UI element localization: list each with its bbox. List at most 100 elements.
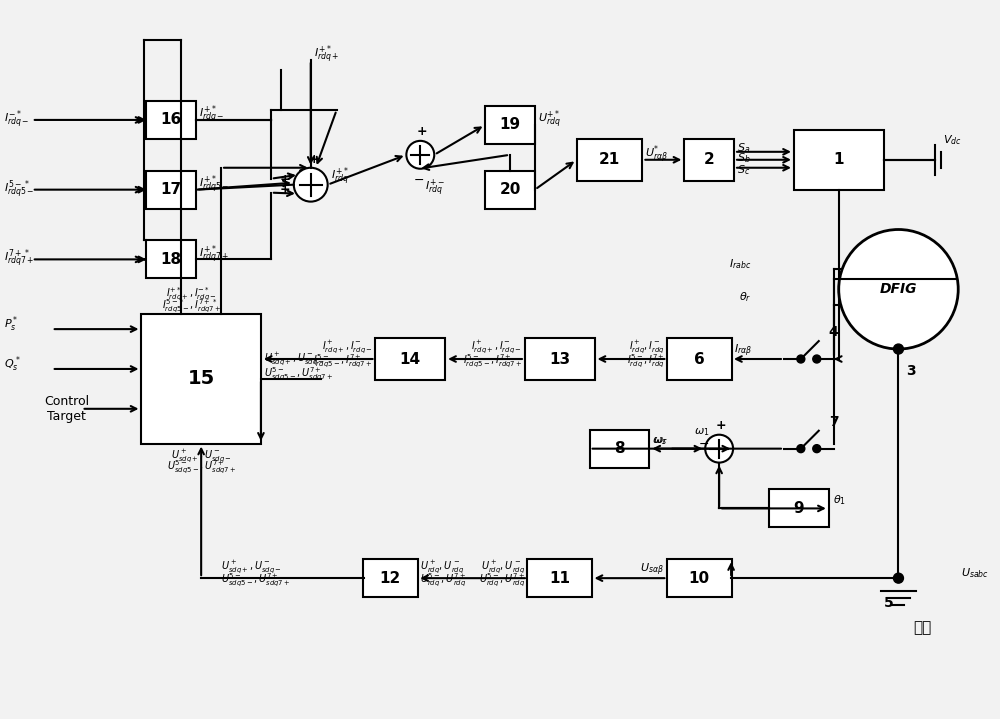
Text: 17: 17	[161, 182, 182, 197]
Bar	[146, 101, 196, 139]
Text: $Q^*_s$: $Q^*_s$	[4, 354, 21, 374]
Text: +: +	[716, 418, 726, 431]
Text: 9: 9	[794, 501, 804, 516]
Bar	[141, 314, 261, 444]
Text: $U^+_{rdq},U^-_{rdq}$: $U^+_{rdq},U^-_{rdq}$	[420, 558, 465, 574]
Bar	[146, 170, 196, 209]
Text: $I^+_{rdq+},I^-_{rdq-}$: $I^+_{rdq+},I^-_{rdq-}$	[471, 339, 522, 355]
Bar	[485, 106, 535, 144]
Text: $I^{5-*}_{rdq5-},I^{7+*}_{rdq7+}$: $I^{5-*}_{rdq5-},I^{7+*}_{rdq7+}$	[162, 298, 221, 315]
Bar	[590, 430, 649, 467]
Bar	[146, 240, 196, 278]
Text: $I^+_{rdq+},I^-_{rdq-}$: $I^+_{rdq+},I^-_{rdq-}$	[322, 339, 372, 355]
Text: 20: 20	[499, 182, 521, 197]
Text: $I^{-*}_{rdq-}$: $I^{-*}_{rdq-}$	[4, 109, 29, 131]
Text: $I^{5-}_{rdq5-},I^{7+}_{rdq7+}$: $I^{5-}_{rdq5-},I^{7+}_{rdq7+}$	[313, 352, 372, 370]
Bar	[527, 559, 592, 597]
Text: $U_{s\alpha\beta}$: $U_{s\alpha\beta}$	[640, 562, 664, 578]
Text: $I^{+*}_{rdq-}$: $I^{+*}_{rdq-}$	[199, 104, 225, 126]
Text: $-$: $-$	[698, 437, 709, 450]
Text: 4: 4	[829, 325, 838, 339]
Text: 12: 12	[380, 571, 401, 586]
Circle shape	[893, 573, 903, 583]
Text: $S_c$: $S_c$	[737, 162, 750, 177]
Text: $U^+_{sdq+},U^-_{sdq-}$: $U^+_{sdq+},U^-_{sdq-}$	[221, 558, 282, 574]
Text: $I_{rabc}$: $I_{rabc}$	[729, 257, 751, 271]
Circle shape	[705, 435, 733, 462]
Text: +: +	[279, 173, 290, 186]
Text: +: +	[417, 125, 428, 138]
Text: $P^*_s$: $P^*_s$	[4, 314, 19, 334]
Text: Control
Target: Control Target	[44, 395, 89, 423]
Text: $S_b$: $S_b$	[737, 151, 751, 165]
Text: $U^{5-}_{sdq5-},U^{7+}_{sdq7+}$: $U^{5-}_{sdq5-},U^{7+}_{sdq7+}$	[167, 459, 236, 476]
Text: $U^+_{rdq},U^-_{rdq}$: $U^+_{rdq},U^-_{rdq}$	[481, 558, 525, 574]
Text: DFIG: DFIG	[880, 283, 917, 296]
Text: $U^{5-}_{sdq5-},U^{7+}_{sdq7+}$: $U^{5-}_{sdq5-},U^{7+}_{sdq7+}$	[221, 572, 290, 589]
Text: $U^{+*}_{rdq}$: $U^{+*}_{rdq}$	[538, 109, 561, 131]
Bar	[375, 338, 445, 380]
Bar	[577, 139, 642, 180]
Text: $I^{+-}_{rdq}$: $I^{+-}_{rdq}$	[425, 177, 445, 198]
Text: 5: 5	[884, 596, 893, 610]
Text: 16: 16	[161, 112, 182, 127]
Bar	[363, 559, 418, 597]
Text: +: +	[279, 183, 290, 196]
Bar	[667, 338, 732, 380]
Text: 19: 19	[499, 117, 521, 132]
Text: 8: 8	[614, 441, 625, 456]
Text: $I^{5-*}_{rdq5-}$: $I^{5-*}_{rdq5-}$	[4, 178, 34, 201]
Circle shape	[406, 141, 434, 169]
Text: $I^{5-}_{rdq},I^{7+}_{rdq}$: $I^{5-}_{rdq},I^{7+}_{rdq}$	[627, 352, 664, 370]
Text: $I^{5-}_{rdq5-},I^{7+}_{rdq7+}$: $I^{5-}_{rdq5-},I^{7+}_{rdq7+}$	[463, 352, 522, 370]
Bar	[769, 490, 829, 527]
Text: $I^{+*}_{rdq+}$: $I^{+*}_{rdq+}$	[314, 44, 339, 66]
Circle shape	[294, 168, 328, 201]
Text: $U^+_{sdq+},U^-_{sdq-}$: $U^+_{sdq+},U^-_{sdq-}$	[171, 447, 232, 464]
Text: 电网: 电网	[913, 620, 932, 636]
Text: 1: 1	[833, 152, 844, 168]
Text: 6: 6	[694, 352, 705, 367]
Text: $I^{+*}_{rdq}$: $I^{+*}_{rdq}$	[331, 165, 349, 188]
Text: $U_{sabc}$: $U_{sabc}$	[961, 567, 989, 580]
Bar	[667, 559, 732, 597]
Text: $-$: $-$	[413, 173, 424, 186]
Text: $\theta_r$: $\theta_r$	[739, 290, 751, 303]
Text: $U^{*}_{r\alpha\beta}$: $U^{*}_{r\alpha\beta}$	[645, 144, 669, 166]
Text: 10: 10	[689, 571, 710, 586]
Text: 15: 15	[188, 370, 215, 388]
Bar	[794, 130, 884, 190]
Circle shape	[797, 444, 805, 453]
Text: $\theta_1$: $\theta_1$	[833, 493, 846, 508]
Text: $I_{r\alpha\beta}$: $I_{r\alpha\beta}$	[734, 343, 752, 360]
Text: $U^{5-}_{rdq},U^{7+}_{rdq}$: $U^{5-}_{rdq},U^{7+}_{rdq}$	[420, 572, 467, 589]
Text: $I^{+*}_{rdq7+}$: $I^{+*}_{rdq7+}$	[199, 243, 230, 265]
Bar	[525, 338, 595, 380]
Circle shape	[839, 229, 958, 349]
Circle shape	[813, 444, 821, 453]
Bar	[485, 170, 535, 209]
Text: 7: 7	[829, 415, 838, 429]
Text: 13: 13	[549, 352, 570, 367]
Text: $I^{7+*}_{rdq7+}$: $I^{7+*}_{rdq7+}$	[4, 248, 34, 270]
Text: +: +	[308, 152, 319, 166]
Text: $\omega_r$: $\omega_r$	[653, 435, 668, 446]
Text: $\omega_1$: $\omega_1$	[694, 426, 709, 438]
Circle shape	[797, 355, 805, 363]
Text: 18: 18	[161, 252, 182, 267]
Circle shape	[893, 344, 903, 354]
Text: 14: 14	[400, 352, 421, 367]
Text: 21: 21	[599, 152, 620, 168]
Text: $U^{5-}_{sdq5-},U^{7+}_{sdq7+}$: $U^{5-}_{sdq5-},U^{7+}_{sdq7+}$	[264, 365, 333, 383]
Text: $U^{5-}_{rdq},U^{7+}_{rdq}$: $U^{5-}_{rdq},U^{7+}_{rdq}$	[479, 572, 525, 589]
Text: 2: 2	[704, 152, 715, 168]
Text: $V_{dc}$: $V_{dc}$	[943, 133, 962, 147]
Circle shape	[813, 355, 821, 363]
Text: $\omega_s$: $\omega_s$	[652, 435, 667, 446]
Bar	[684, 139, 734, 180]
Text: $I^+_{rdq},I^-_{rdq}$: $I^+_{rdq},I^-_{rdq}$	[629, 339, 664, 355]
Text: $I^{+*}_{rdq5-}$: $I^{+*}_{rdq5-}$	[199, 173, 230, 196]
Text: 11: 11	[549, 571, 570, 586]
Text: $U^+_{sdq+},U^-_{sdq-}$: $U^+_{sdq+},U^-_{sdq-}$	[264, 351, 325, 367]
Text: $S_a$: $S_a$	[737, 141, 750, 155]
